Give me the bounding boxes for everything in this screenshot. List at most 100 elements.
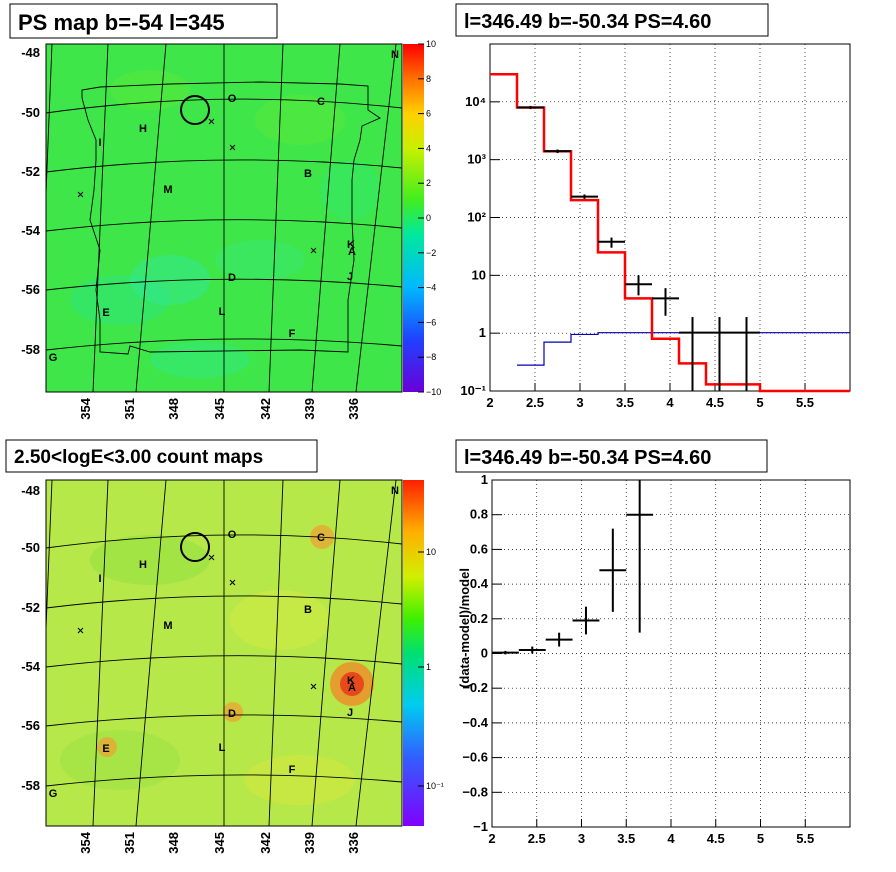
source-label-f: F [289, 764, 296, 776]
lon-tick-label: 351 [122, 832, 137, 854]
residual-y-tick: 0.6 [470, 541, 488, 556]
bl-source-circle [180, 532, 210, 562]
lat-tick-label: -48 [21, 45, 40, 60]
lon-tick-label: 342 [258, 832, 273, 854]
lon-tick-label: 345 [212, 832, 227, 854]
source-label-d: D [228, 272, 236, 284]
colorbar-tick-label: 4 [426, 143, 431, 153]
residual-plot: 2 2.5 3 3.5 4 4.5 5 5.5 −1 −0.8 −0.6 −0.4 −0.2 0 0.2 0.… [462, 472, 851, 846]
bl-map-texture [60, 525, 374, 805]
residual-x-tick: 5.5 [796, 831, 814, 846]
source-label-c: C [317, 532, 325, 544]
lat-tick-label: -58 [21, 778, 40, 793]
source-label-l: L [219, 742, 226, 754]
source-label-n: N [391, 49, 399, 61]
source-label-h: H [139, 559, 147, 571]
colorbar-tick-label: 10 [426, 547, 436, 557]
residual-x-tick: 2 [488, 831, 495, 846]
residual-y-tick: −0.6 [462, 750, 488, 765]
source-label-c: C [317, 96, 325, 108]
tl-colorbar-ticks: 10 8 6 4 2 0 −2 −4 −6 −8 −10 [418, 39, 441, 397]
colorbar-tick-label: 0 [426, 213, 431, 223]
spectrum-x-tick: 4 [666, 395, 674, 410]
residual-x-tick: 3 [578, 831, 585, 846]
source-label-o: O [228, 529, 237, 541]
lat-tick-label: -56 [21, 718, 40, 733]
lon-tick-label: 354 [78, 397, 93, 419]
bl-colorbar-ticks: 10 1 10⁻¹ [418, 547, 444, 791]
lat-tick-label: -56 [21, 282, 40, 297]
tl-lon-ticks: 354 351 348 345 342 339 336 [78, 397, 361, 419]
lat-tick-label: -50 [21, 540, 40, 555]
residual-x-tick: 4.5 [707, 831, 725, 846]
tl-source-circle [180, 95, 210, 125]
spectrum-y-tick: 10³ [467, 152, 486, 167]
colorbar-tick-label: 6 [426, 109, 431, 119]
tr-title: l=346.49 b=-50.34 PS=4.60 [464, 11, 711, 33]
spectrum-x-tick: 5 [756, 395, 763, 410]
bl-lon-ticks: 354 351 348 345 342 339 336 [78, 831, 361, 853]
residual-x-tick: 3.5 [617, 831, 635, 846]
residual-x-tick: 5 [757, 831, 764, 846]
lon-tick-label: 336 [346, 398, 361, 420]
tl-coordinate-grid [46, 44, 402, 392]
lat-tick-label: -52 [21, 600, 40, 615]
source-label-m: M [163, 184, 172, 196]
colorbar-tick-label: 10⁻¹ [426, 781, 444, 791]
spectrum-y-tick: 1 [479, 325, 486, 340]
br-title: l=346.49 b=-50.34 PS=4.60 [464, 447, 711, 469]
source-label-d: D [228, 708, 236, 720]
lon-tick-label: 339 [302, 832, 317, 854]
source-label-m: M [163, 620, 172, 632]
bl-source-labels: N O C H I B M KA J D E L F G [49, 485, 399, 800]
bl-title: 2.50<logE<3.00 count maps [14, 447, 263, 468]
bl-coordinate-grid [46, 480, 402, 826]
source-label-k: K [347, 239, 355, 251]
residual-y-tick: −0.4 [462, 715, 488, 730]
residual-y-tick: −0.8 [462, 784, 488, 799]
colorbar-tick-label: 10 [426, 39, 436, 49]
source-label-h: H [139, 123, 147, 135]
lon-tick-label: 339 [302, 398, 317, 420]
spectrum-x-tick: 2.5 [526, 395, 544, 410]
source-label-g: G [49, 352, 58, 364]
tl-cross-markers [77, 118, 317, 254]
lat-tick-label: -50 [21, 105, 40, 120]
residual-x-tick: 4 [667, 831, 675, 846]
tl-lat-ticks: -48 -50 -52 -54 -56 -58 [21, 45, 41, 357]
bl-frame [45, 479, 403, 827]
tl-colorbar [403, 44, 424, 392]
spectrum-plot: 2 2.5 3 3.5 4 4.5 5 5.5 10⁻¹ 1 10 10² 10³ 10⁴ [460, 43, 851, 410]
source-label-k: K [347, 675, 355, 687]
colorbar-tick-label: −10 [426, 387, 441, 397]
colorbar-tick-label: 1 [426, 662, 431, 672]
tl-footprint-outline [81, 81, 381, 355]
colorbar-tick-label: 2 [426, 178, 431, 188]
colorbar-tick-label: −2 [426, 248, 436, 258]
source-label-i: I [98, 573, 101, 585]
residual-x-tick: 2.5 [528, 831, 546, 846]
residual-ylabel: (data-model)/model [457, 568, 472, 688]
residual-y-tick: 0.4 [470, 576, 489, 591]
residual-y-tick: −1 [473, 819, 488, 834]
lon-tick-label: 351 [122, 398, 137, 420]
bl-colorbar [403, 480, 424, 826]
tl-map-texture [70, 70, 380, 378]
source-label-g: G [49, 788, 58, 800]
residual-y-tick: 0.8 [470, 507, 488, 522]
tl-frame [45, 43, 403, 393]
spectrum-flat-model-line [517, 332, 850, 366]
colorbar-tick-label: −8 [426, 352, 436, 362]
spectrum-model-line [490, 72, 850, 393]
source-label-a: A [348, 682, 356, 694]
spectrum-x-tick: 3 [576, 395, 583, 410]
source-label-o: O [228, 93, 237, 105]
lon-tick-label: 348 [166, 398, 181, 420]
lon-tick-label: 336 [346, 832, 361, 854]
bl-cross-markers [77, 554, 317, 690]
source-label-b: B [304, 168, 312, 180]
colorbar-tick-label: 8 [426, 74, 431, 84]
spectrum-x-tick: 2 [486, 395, 493, 410]
spectrum-x-tick: 4.5 [706, 395, 724, 410]
